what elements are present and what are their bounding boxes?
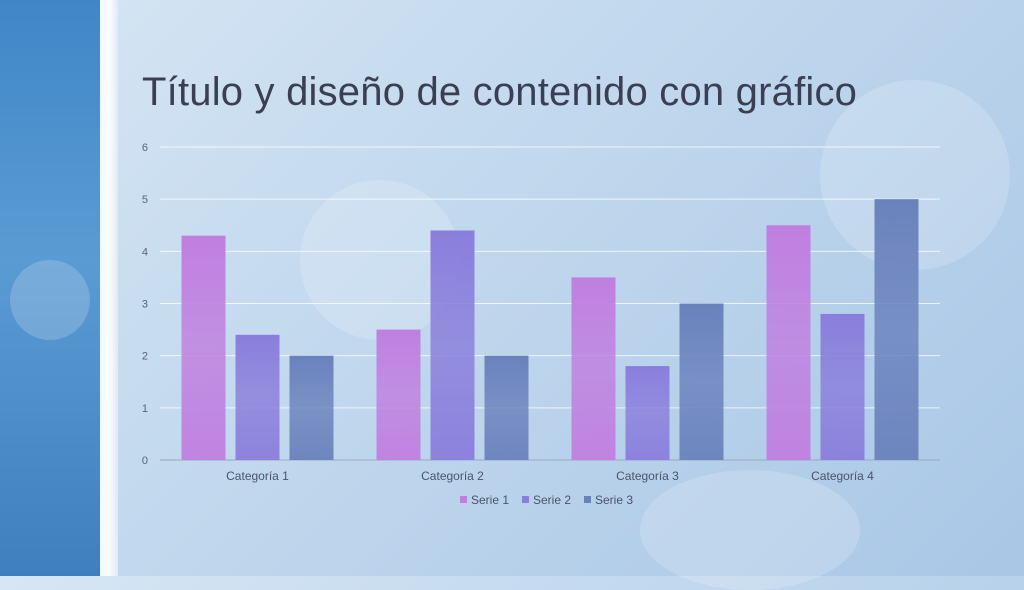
y-axis-ticks: 0 1 2 3 4 5 6 (142, 142, 148, 467)
x-axis-categories: Categoría 1 Categoría 2 Categoría 3 Categor… (226, 469, 874, 483)
y-tick-label: 2 (142, 351, 148, 363)
y-tick-label: 0 (142, 455, 148, 467)
y-tick-label: 4 (142, 246, 148, 258)
chart-bars (181, 199, 919, 460)
bar-serie2-cat4 (820, 313, 865, 460)
bar-serie1-cat2 (376, 329, 421, 460)
x-category-label: Categoría 2 (421, 469, 484, 483)
x-category-label: Categoría 3 (616, 469, 679, 483)
bar-serie3-cat1 (289, 355, 334, 460)
bar-serie3-cat3 (679, 303, 724, 460)
bar-serie1-cat4 (766, 225, 811, 460)
bar-serie3-cat4 (874, 199, 919, 460)
x-category-label: Categoría 4 (811, 469, 874, 483)
bar-serie1-cat3 (571, 277, 616, 460)
slide-title: Título y diseño de contenido con gráfico (142, 70, 858, 114)
legend-label: Serie 2 (533, 493, 571, 507)
y-tick-label: 3 (142, 299, 148, 311)
legend-swatch (460, 496, 467, 503)
legend-swatch (522, 496, 529, 503)
bar-serie2-cat2 (430, 230, 475, 460)
bar-serie1-cat1 (181, 235, 226, 460)
bar-serie2-cat1 (235, 334, 280, 460)
legend-label: Serie 3 (595, 493, 633, 507)
left-decorative-band (0, 0, 100, 576)
legend-swatch (584, 496, 591, 503)
snowflake-decoration (10, 260, 90, 340)
x-category-label: Categoría 1 (226, 469, 289, 483)
y-tick-label: 1 (142, 403, 148, 415)
legend-label: Serie 1 (471, 493, 509, 507)
snowflake-decoration (640, 470, 860, 590)
y-tick-label: 6 (142, 142, 148, 154)
y-tick-label: 5 (142, 194, 148, 206)
chart-legend: Serie 1 Serie 2 Serie 3 (460, 493, 633, 507)
left-white-stripe (100, 0, 118, 576)
bar-serie3-cat2 (484, 355, 529, 460)
bar-serie2-cat3 (625, 366, 670, 460)
